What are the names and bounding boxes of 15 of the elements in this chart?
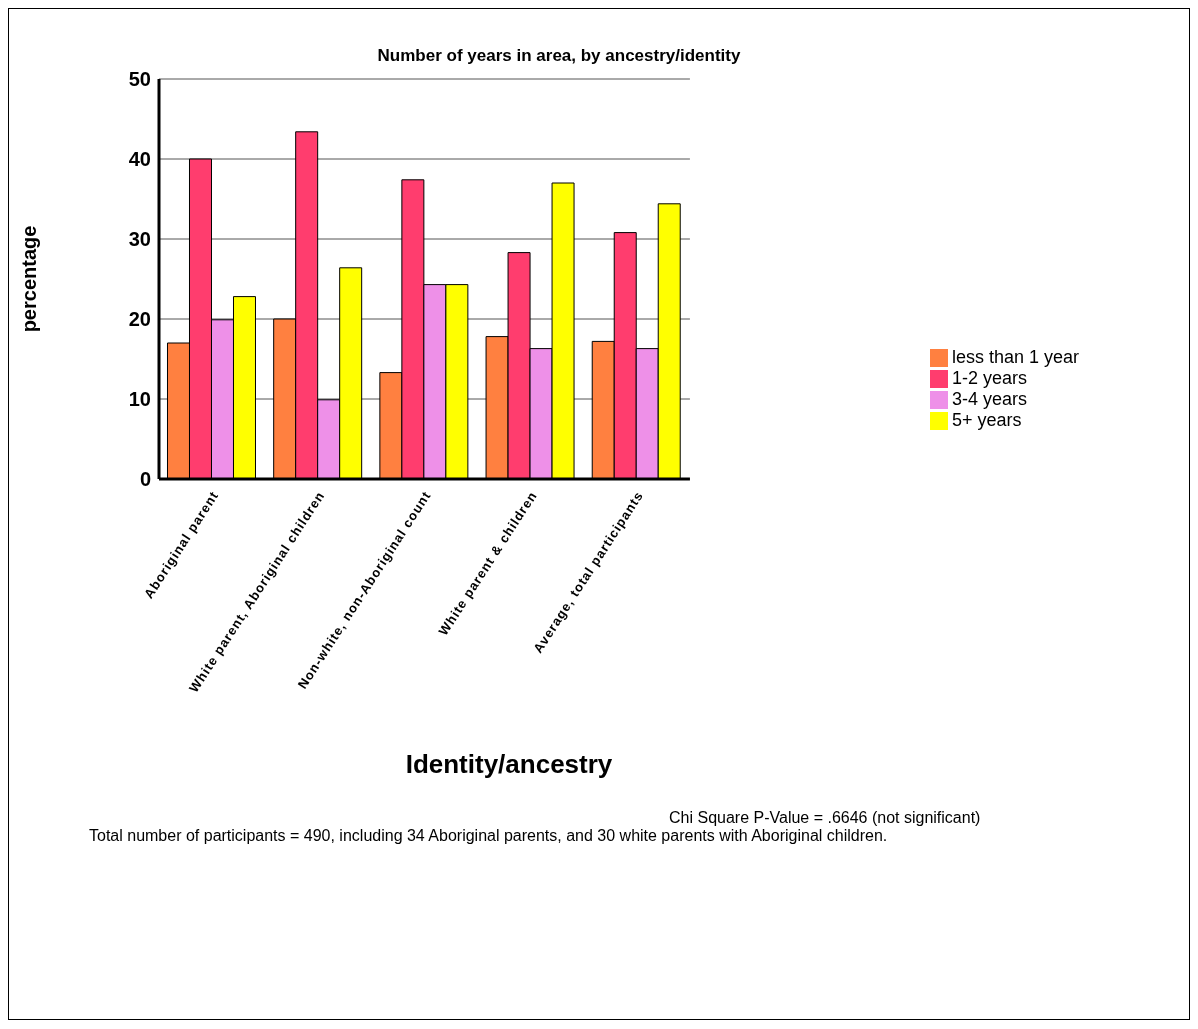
legend-label: 1-2 years bbox=[951, 368, 1027, 388]
chart-title: Number of years in area, by ancestry/identity bbox=[377, 46, 741, 65]
y-tick-label: 30 bbox=[128, 228, 151, 251]
y-tick-label: 0 bbox=[139, 468, 151, 491]
legend-label: 5+ years bbox=[951, 410, 1022, 430]
x-axis-title: Identity/ancestry bbox=[404, 749, 614, 780]
text: Total number of participants = 490, including 34 Aboriginal parents, and 30 white parents with Aboriginal children. bbox=[89, 827, 888, 845]
y-tick-label: 20 bbox=[128, 308, 151, 331]
y-tick-label: 50 bbox=[128, 68, 151, 91]
text: Chi Square P-Value = .6646 (not significant) bbox=[669, 809, 981, 827]
y-axis-title: percentage bbox=[18, 225, 41, 333]
y-tick-label: 40 bbox=[128, 148, 151, 171]
legend-label: 3-4 years bbox=[951, 389, 1027, 409]
y-tick-label: 10 bbox=[128, 388, 151, 411]
legend-label: less than 1 year bbox=[951, 347, 1079, 367]
